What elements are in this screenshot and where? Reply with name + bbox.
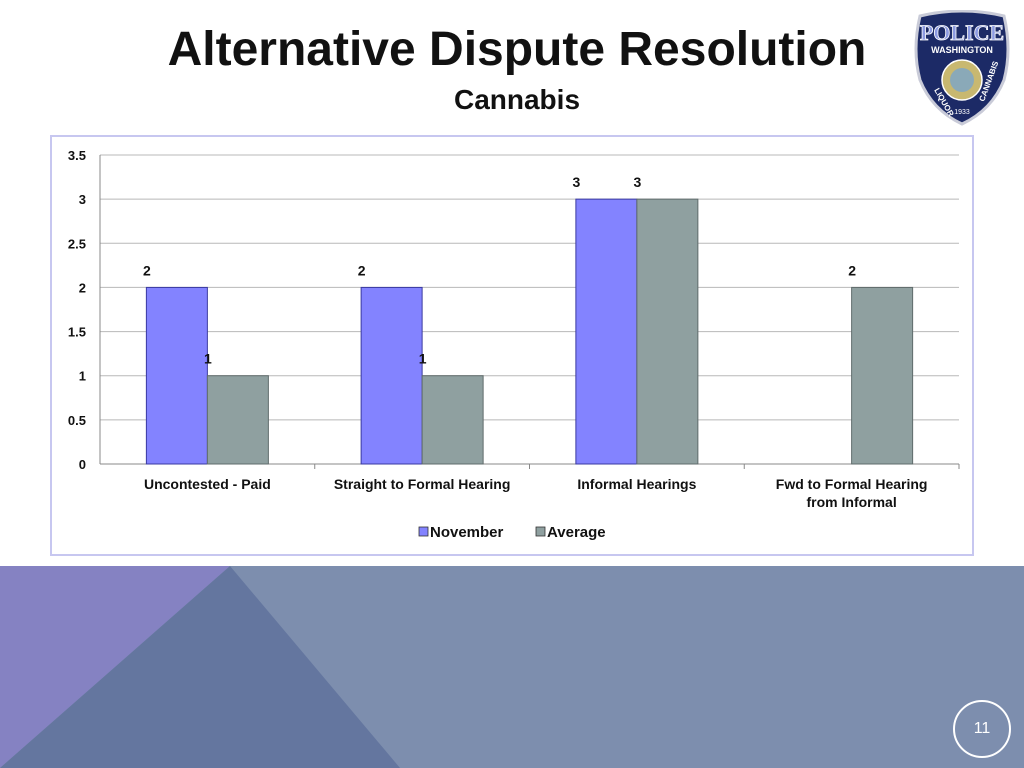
bar-average	[206, 375, 269, 465]
x-category-label: Straight to Formal Hearing	[334, 476, 511, 492]
x-category-label: Informal Hearings	[577, 476, 696, 492]
svg-text:1933: 1933	[954, 109, 970, 116]
y-tick-label: 1.5	[68, 325, 86, 340]
y-tick-label: 0	[79, 457, 86, 472]
chart-frame: 0 0.5 1 1.5 2 2.5 3 3.5 2 1 Uncontested - Paid 2 1 St…	[50, 135, 974, 556]
bar-average	[851, 286, 914, 465]
y-tick-label: 1	[79, 369, 86, 384]
data-label: 1	[419, 351, 427, 367]
data-label: 2	[143, 262, 151, 278]
bar-november	[360, 286, 423, 465]
bar-average	[636, 198, 699, 465]
legend-swatch-november	[418, 526, 429, 537]
data-label: 3	[572, 174, 580, 190]
slide-title: Alternative Dispute Resolution	[167, 23, 867, 76]
bar-november	[145, 286, 208, 465]
data-label: 2	[358, 262, 366, 278]
svg-text:WASHINGTON: WASHINGTON	[931, 45, 993, 55]
page-number: 11	[953, 700, 1011, 758]
y-tick-label: 3.5	[68, 148, 86, 163]
police-badge-logo: POLICE WASHINGTON LIQUOR CANNABIS 1933	[914, 10, 1010, 126]
svg-text:POLICE: POLICE	[920, 20, 1004, 45]
y-tick-label: 2.5	[68, 236, 86, 251]
data-label: 3	[633, 174, 641, 190]
y-tick-label: 2	[79, 280, 86, 295]
footer-background	[0, 566, 1024, 768]
legend-label-average: Average	[547, 524, 606, 541]
x-category-label: Uncontested - Paid	[144, 476, 271, 492]
x-category-label-line: Fwd to Formal Hearing	[776, 476, 928, 492]
data-label: 2	[848, 262, 856, 278]
bar-november	[575, 198, 638, 465]
y-tick-label: 0.5	[68, 413, 86, 428]
x-category-label-line: from Informal	[807, 494, 897, 510]
data-label: 1	[204, 351, 212, 367]
y-tick-label: 3	[79, 192, 86, 207]
bar-chart: 0 0.5 1 1.5 2 2.5 3 3.5 2 1 Uncontested - Paid 2 1 St…	[68, 148, 960, 541]
legend-swatch-average	[535, 526, 546, 537]
legend-label-november: November	[430, 524, 504, 541]
slide-subtitle: Cannabis	[453, 84, 581, 115]
bar-average	[421, 375, 484, 465]
